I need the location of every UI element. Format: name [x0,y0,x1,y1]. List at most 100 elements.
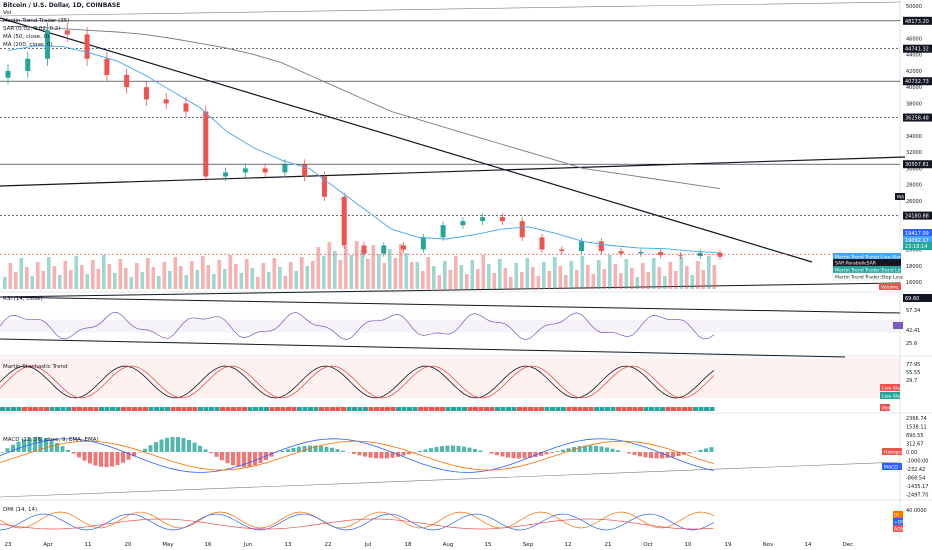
trend-ribbon-cell [511,407,517,411]
macd-histogram-bar [429,448,433,452]
macd-tag-bg [882,448,902,455]
volume-bar [190,261,194,289]
macd-histogram-bar [115,452,120,465]
indicator-ma50[interactable]: MA (50, close, 0) [3,34,50,40]
price-tag-bg [903,229,932,237]
trend-ribbon-cell [522,407,528,411]
trend-ribbon-cell [528,407,533,411]
x-tick-label: 18 [405,542,412,548]
candle-body [519,221,525,238]
volume-bar [300,257,304,289]
trend-ribbon-cell [709,407,715,411]
trend-ribbon-cell [500,407,506,411]
macd-histogram-bar [445,445,450,452]
price-tag-bg [903,16,932,25]
y-tick-label: 16000 [906,280,922,286]
volume-bar [3,277,7,289]
trend-ribbon-cell [77,407,82,411]
macd-histogram-bar [126,452,131,460]
legend-tag-bg [833,253,901,260]
volume-bar [366,259,370,289]
trend-ribbon-cell [258,407,264,411]
volume-bar [36,262,40,289]
dmi-tag-label: DI [894,513,899,519]
trend-ribbon-cell [605,407,610,411]
macd-level-label: -868.54 [906,476,925,482]
trend-ribbon-cell [214,407,220,411]
trend-ribbon-cell [363,407,368,411]
candle-body [223,172,229,177]
macd-histogram-bar [440,446,444,452]
x-tick-label: 19 [725,542,732,548]
macd-histogram-bar [33,436,37,452]
macd-histogram-bar [225,452,230,464]
macd-histogram-bar [159,439,164,452]
price-tag-label: 48173.20 [905,19,929,25]
macd-level-label: 312.67 [906,442,924,448]
volume-bar [140,272,145,289]
volume-bar [63,261,68,289]
macd-histogram-bar [236,452,241,467]
trend-ribbon-cell [451,407,456,411]
macd-histogram-bar [495,452,499,456]
y-tick-label: 42000 [906,69,922,75]
candle-body [539,237,545,250]
indicator-martin[interactable]: Martin Trend Trader (35) [3,18,70,24]
volume-bar [536,276,541,289]
macd-level-label: 0.00 [906,450,917,456]
macd-histogram-bar [379,452,384,459]
macd-histogram-bar [192,442,197,452]
volume-bar [151,267,156,289]
candle-body [242,168,248,173]
volume-bar [399,244,403,289]
macd-histogram-bar [632,452,637,455]
macd-histogram-bar [214,452,219,457]
macd-histogram-bar [390,452,395,458]
trend-ribbon-cell [621,407,627,411]
volume-bar [635,277,640,289]
volume-bar [619,273,623,289]
trend-ribbon-cell [489,407,495,411]
legend-tag-bg [832,272,902,281]
indicator-sar[interactable]: SAR (0.02, 0.02, 0.2) [3,26,61,32]
trend-ribbon-cell [143,407,148,411]
stoch-tag-label: Live Alert [882,394,904,400]
trend-ribbon-cell [704,407,709,411]
indicator-vol[interactable]: Vol [3,10,12,16]
dmi-tag-bg [893,511,903,518]
volume-bar [679,257,684,289]
volume-bar [569,261,574,289]
trend-ribbon-cell [638,407,643,411]
trend-ribbon-cell [654,407,660,411]
volume-bar [228,255,233,289]
volume-bar [690,275,695,289]
x-tick-label: 11 [85,542,92,548]
legend-tag-label: SAR:ParabolicSAR [835,261,877,267]
volume-bar [613,264,618,289]
stoch-tag-bg [880,384,900,391]
macd-histogram-bar [55,442,59,452]
macd-level-label: 1538.11 [906,425,927,431]
trend-ribbon-cell [203,407,209,411]
x-tick-label: Jun [243,542,253,548]
trend-ribbon-cell [396,407,401,411]
trend-ribbon-cell [104,407,110,411]
volume-bar [168,271,172,289]
macd-histogram-bar [506,452,510,458]
macd-level-label: 890.55 [906,433,924,439]
trend-ribbon-cell [93,407,99,411]
trend-ribbon-cell [297,407,302,411]
trend-ribbon-cell [566,407,572,411]
candle-body [618,251,624,254]
dmi-tag-bg [893,518,903,525]
volume-bar [432,266,436,289]
macd-histogram-bar [22,439,26,452]
volume-bar [437,275,442,289]
trend-ribbon-cell [38,407,44,411]
indicator-ma200[interactable]: MA (200, close, 0) [3,42,53,48]
macd-histogram-bar [11,444,15,452]
volume-bar [85,274,90,289]
macd-histogram-bar [148,445,153,452]
macd-level-label: 2366.74 [906,416,927,422]
